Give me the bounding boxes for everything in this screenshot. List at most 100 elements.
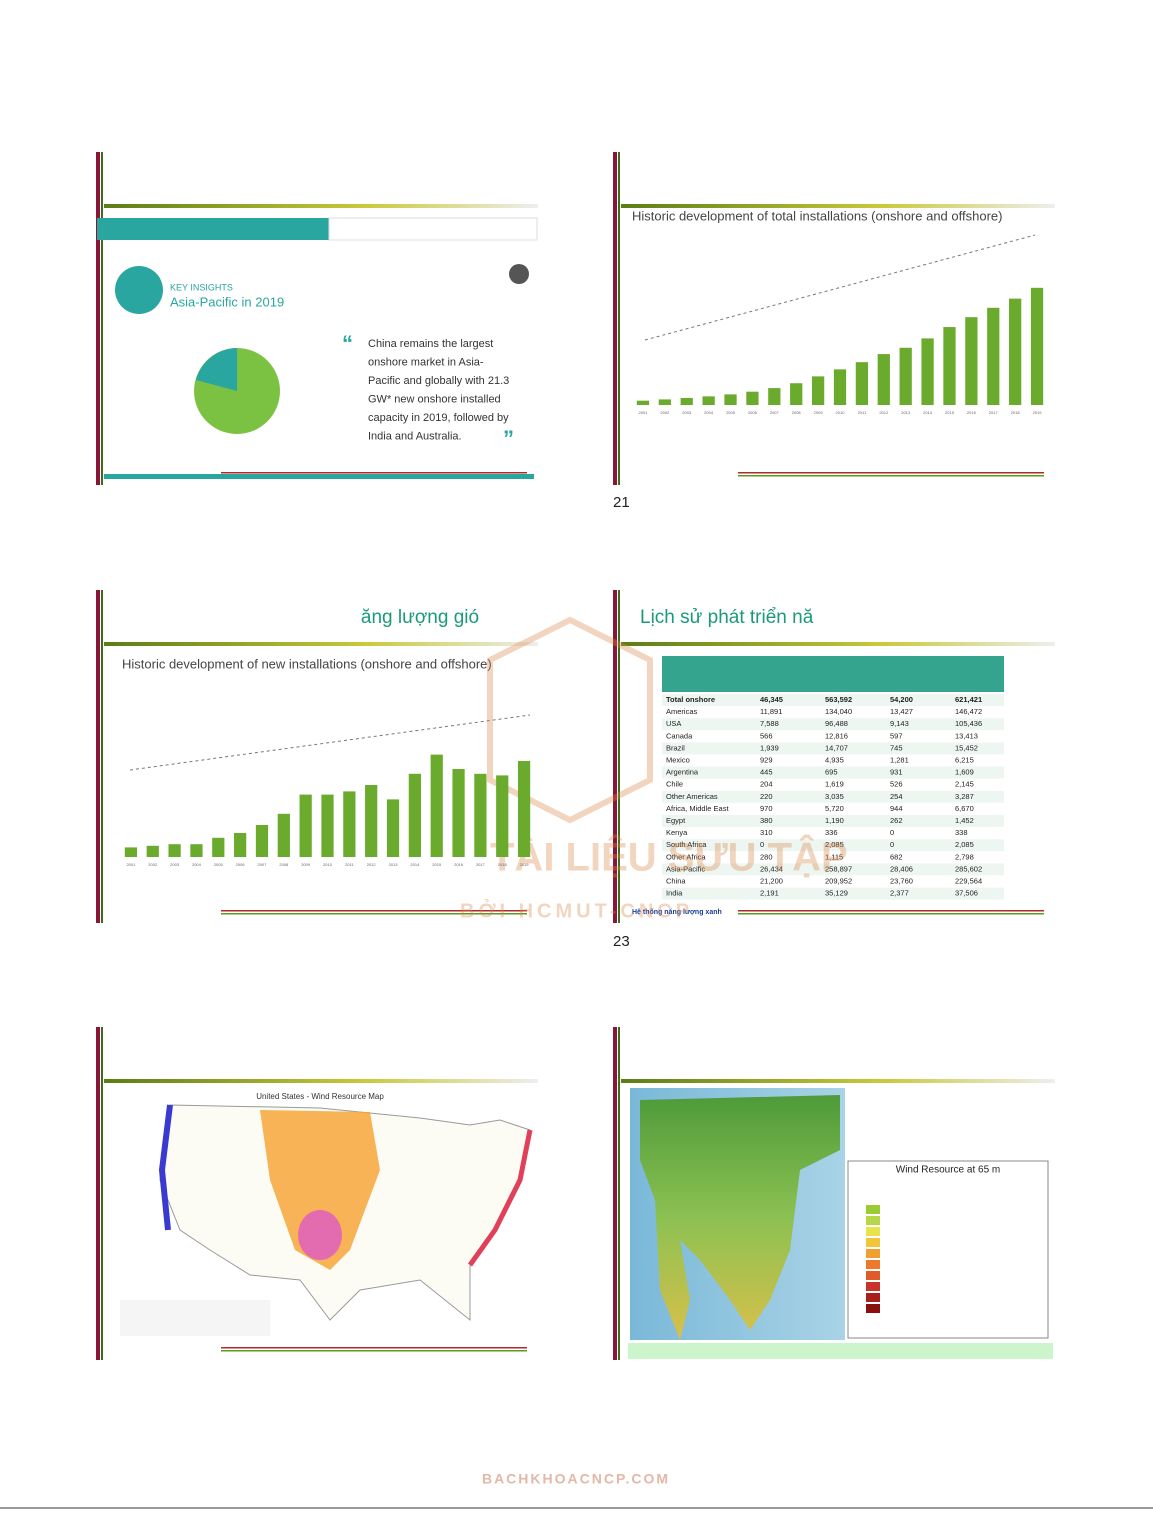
table-row (662, 887, 1004, 900)
table-cell: 26,434 (760, 864, 783, 873)
x-tick-label: 2002 (148, 862, 158, 867)
wind-zone (260, 1110, 380, 1270)
bar (277, 813, 290, 857)
coast-zone (467, 1129, 533, 1267)
table-cell: 285,602 (955, 864, 982, 873)
bar (321, 794, 334, 857)
title-rule (621, 642, 1055, 646)
table-cell: 6,670 (955, 804, 974, 813)
table-cell: 209,952 (825, 876, 852, 885)
slide-title: Lịch sử phát triển nă (640, 607, 814, 628)
trend-line (129, 714, 531, 771)
table-cell: 7,588 (760, 719, 779, 728)
x-tick-label: 2001 (126, 862, 136, 867)
table-row (662, 802, 1004, 815)
table-cell: 621,421 (955, 695, 982, 704)
bar (386, 799, 400, 857)
frame-bar (618, 1027, 620, 1360)
heading: Asia-Pacific in 2019 (170, 294, 284, 309)
x-tick-label: 2007 (770, 410, 780, 415)
bottom-band (628, 1343, 1053, 1359)
frame-bar (96, 152, 100, 485)
legend-swatch (866, 1216, 880, 1225)
footer-rule (221, 472, 527, 474)
slide-title: ăng lượng gió (361, 607, 479, 628)
table-cell: Brazil (666, 743, 685, 752)
bar (702, 396, 715, 405)
table-header (662, 656, 1004, 692)
footer-rule (221, 1347, 527, 1349)
page-number: 21 (613, 494, 630, 511)
table-cell: 1,281 (890, 755, 909, 764)
x-tick-label: 2014 (923, 410, 933, 415)
x-tick-label: 2009 (814, 410, 824, 415)
x-tick-label: 2008 (279, 862, 289, 867)
bar (680, 397, 693, 405)
legend-swatch (866, 1260, 880, 1269)
x-tick-label: 2005 (214, 862, 224, 867)
map-title: United States - Wind Resource Map (256, 1092, 384, 1101)
watermark: TÀI LIỆU SƯU TẬP BỞI HCMUT-CNCP (460, 616, 848, 922)
table-cell: 2,798 (955, 852, 974, 861)
x-tick-label: 2010 (323, 862, 333, 867)
table-cell: 0 (890, 828, 894, 837)
table-cell: 28,406 (890, 864, 913, 873)
x-tick-label: 2015 (432, 862, 442, 867)
x-tick-label: 2004 (704, 410, 714, 415)
table-cell: 929 (760, 755, 773, 764)
bar (724, 394, 737, 405)
footer-rule (221, 913, 527, 915)
table-cell: 970 (760, 804, 773, 813)
table-row (662, 706, 1004, 719)
table-cell: 380 (760, 816, 773, 825)
table-cell: Chile (666, 780, 683, 789)
table-cell: Kenya (666, 828, 688, 837)
quote-line: capacity in 2019, followed by (368, 412, 509, 424)
table-cell: 11,891 (760, 707, 782, 716)
table-cell: 682 (890, 852, 903, 861)
table-cell: 336 (825, 828, 838, 837)
bar (943, 327, 956, 405)
table-row (662, 694, 1004, 706)
table-cell: 695 (825, 768, 838, 777)
footer-rule (738, 913, 1044, 915)
coast-zone (158, 1104, 173, 1231)
table-row (662, 839, 1004, 852)
table-cell: 14,707 (825, 743, 848, 752)
table-cell: 1,619 (825, 780, 844, 789)
table-cell: 2,085 (825, 840, 844, 849)
quote-line: GW* new onshore installed (368, 393, 501, 405)
bar (790, 383, 803, 405)
bar (234, 833, 247, 857)
x-tick-label: 2019 (520, 862, 530, 867)
table-cell: 13,427 (890, 707, 913, 716)
bar (430, 754, 443, 857)
table-cell: 204 (760, 780, 773, 789)
chart-title: Historic development of new installation… (122, 656, 492, 671)
bar (408, 773, 421, 857)
footer-rule (738, 472, 1044, 474)
x-tick-label: 2017 (989, 410, 999, 415)
footer-rule (738, 910, 1044, 912)
kicker: KEY INSIGHTS (170, 282, 233, 292)
table-cell: 5,720 (825, 804, 844, 813)
x-tick-label: 2011 (345, 862, 354, 867)
table-cell: 597 (890, 731, 903, 740)
frame-bar (101, 1027, 103, 1360)
map-legend (120, 1300, 270, 1336)
x-tick-label: 2005 (726, 410, 736, 415)
bar (517, 761, 531, 857)
legend-swatch (866, 1227, 880, 1236)
frame-bar (613, 590, 617, 923)
frame-bar (613, 152, 617, 485)
table-cell: 46,345 (760, 695, 783, 704)
table-cell: 220 (760, 792, 773, 801)
legend-swatch (866, 1282, 880, 1291)
land (640, 1095, 840, 1340)
quote-line: India and Australia. (368, 430, 462, 442)
table-cell: Americas (666, 707, 698, 716)
bar (255, 825, 269, 857)
x-tick-label: 2016 (454, 862, 464, 867)
legend-swatch (866, 1304, 880, 1313)
